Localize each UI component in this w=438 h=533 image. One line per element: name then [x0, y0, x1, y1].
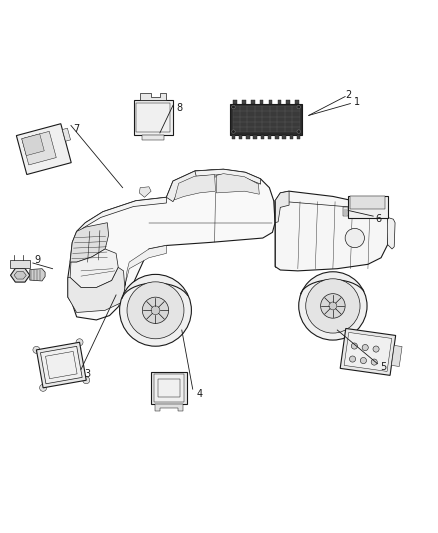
Circle shape [232, 106, 235, 109]
Circle shape [76, 339, 83, 346]
Polygon shape [36, 342, 86, 388]
Circle shape [373, 346, 379, 352]
Polygon shape [251, 100, 254, 103]
Circle shape [362, 344, 368, 351]
Polygon shape [254, 135, 257, 140]
Circle shape [39, 384, 46, 391]
Polygon shape [233, 106, 300, 133]
Polygon shape [290, 135, 293, 140]
Text: 6: 6 [376, 214, 382, 224]
Polygon shape [232, 135, 235, 140]
Polygon shape [283, 135, 286, 140]
Polygon shape [11, 269, 30, 282]
Polygon shape [297, 135, 300, 140]
Polygon shape [70, 249, 118, 287]
Polygon shape [22, 131, 56, 165]
Polygon shape [118, 246, 166, 307]
Circle shape [127, 282, 184, 339]
Circle shape [83, 377, 90, 384]
Polygon shape [388, 217, 395, 249]
Polygon shape [350, 196, 385, 209]
Polygon shape [275, 191, 289, 223]
Circle shape [151, 306, 160, 314]
Circle shape [297, 130, 300, 133]
Polygon shape [344, 333, 392, 372]
Polygon shape [140, 93, 166, 100]
Polygon shape [239, 135, 243, 140]
Text: 8: 8 [177, 103, 183, 113]
Circle shape [360, 358, 367, 364]
Circle shape [329, 302, 337, 310]
Polygon shape [174, 174, 215, 200]
Text: 9: 9 [34, 255, 40, 265]
Circle shape [321, 294, 345, 318]
Circle shape [297, 106, 300, 109]
Polygon shape [68, 268, 125, 312]
Polygon shape [134, 100, 173, 135]
Polygon shape [70, 223, 109, 262]
Polygon shape [261, 135, 264, 140]
Circle shape [351, 343, 357, 349]
Polygon shape [139, 187, 151, 197]
Polygon shape [30, 269, 45, 281]
Text: 5: 5 [380, 362, 386, 372]
Polygon shape [142, 135, 164, 140]
Polygon shape [392, 345, 402, 367]
Polygon shape [151, 372, 187, 405]
Polygon shape [195, 169, 261, 184]
Polygon shape [154, 374, 184, 402]
Polygon shape [16, 124, 71, 174]
Polygon shape [10, 260, 30, 268]
Polygon shape [166, 169, 223, 201]
Polygon shape [62, 128, 71, 141]
Text: 7: 7 [74, 124, 80, 134]
Circle shape [33, 346, 40, 353]
Polygon shape [295, 100, 299, 103]
Text: 3: 3 [85, 369, 91, 379]
Polygon shape [155, 405, 183, 411]
Circle shape [299, 272, 367, 340]
Polygon shape [268, 135, 272, 140]
Polygon shape [343, 207, 348, 216]
Polygon shape [275, 135, 279, 140]
Polygon shape [246, 135, 250, 140]
Polygon shape [275, 191, 389, 271]
Text: 2: 2 [345, 90, 351, 100]
Polygon shape [269, 100, 272, 103]
Circle shape [232, 130, 235, 133]
Polygon shape [348, 196, 388, 219]
Text: 4: 4 [196, 389, 202, 399]
Polygon shape [14, 271, 26, 279]
Polygon shape [230, 103, 302, 135]
Polygon shape [242, 100, 246, 103]
Polygon shape [68, 169, 275, 320]
Circle shape [306, 279, 360, 333]
Polygon shape [286, 100, 290, 103]
Polygon shape [260, 100, 263, 103]
Polygon shape [278, 100, 281, 103]
Circle shape [142, 297, 169, 324]
Polygon shape [340, 328, 396, 375]
Circle shape [120, 274, 191, 346]
Polygon shape [216, 174, 259, 194]
Polygon shape [233, 100, 237, 103]
Text: 1: 1 [354, 97, 360, 107]
Circle shape [371, 359, 377, 365]
Polygon shape [40, 346, 82, 384]
Polygon shape [77, 197, 166, 235]
Circle shape [345, 229, 364, 248]
Circle shape [350, 356, 356, 362]
Polygon shape [22, 134, 44, 156]
